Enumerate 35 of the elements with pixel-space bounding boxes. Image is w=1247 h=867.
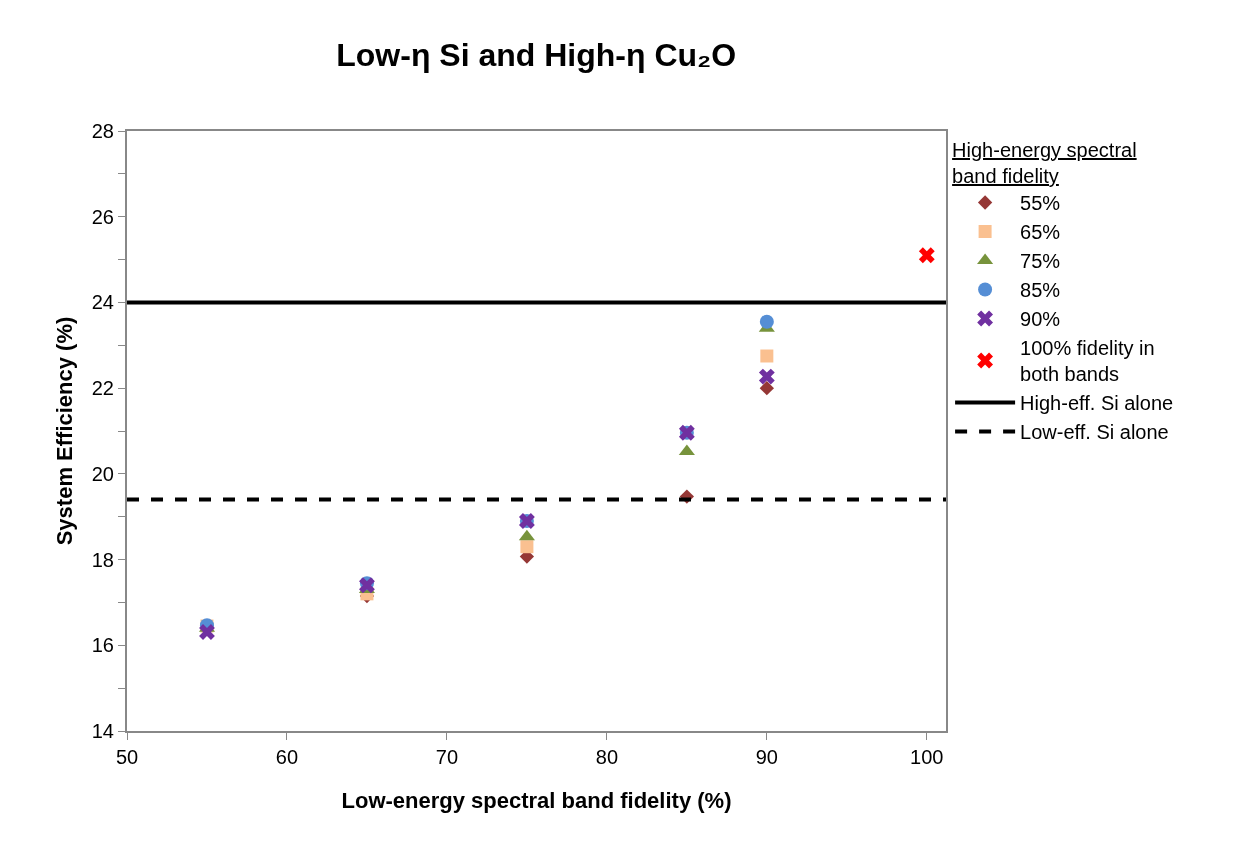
point [918,247,935,264]
chart-title: Low-η Si and High-η Cu₂O [336,36,737,73]
legend-label: High-eff. Si alone [1020,392,1174,415]
y-tick-label: 28 [91,120,114,142]
legend-label: 100% fidelity in both bands [1020,337,1155,386]
point [758,368,775,385]
x-axis-title: Low-energy spectral band fidelity (%) [341,788,732,813]
y-tick-label: 14 [91,720,114,742]
y-axis-title: System Efficiency (%) [52,316,77,546]
legend-label: 90% [1020,308,1061,331]
point [759,380,774,396]
y-tick-label: 20 [91,462,114,485]
legend-label: 75% [1020,250,1061,273]
legend-label: Low-eff. Si alone [1020,421,1169,444]
point [520,540,534,554]
x-tick-label: 70 [435,746,459,768]
y-tick-label: 26 [91,205,114,228]
x-tick-label: 80 [595,746,619,768]
point [760,349,774,363]
legend-label: 65% [1020,221,1061,244]
y-tick-label: 24 [91,291,114,314]
y-tick-label: 18 [91,548,114,571]
legend-title: High-energy spectral band fidelity [952,139,1137,187]
y-tick-label: 16 [91,634,114,657]
x-tick-label: 60 [275,746,299,768]
point [678,444,695,456]
legend-label: 55% [1020,192,1061,215]
point [199,624,215,640]
legend-label: 85% [1020,279,1061,302]
x-tick-label: 90 [755,746,778,768]
x-tick-label: 50 [115,746,139,768]
point [759,314,774,329]
point [518,529,535,541]
y-tick-label: 22 [91,377,114,400]
x-tick-label: 100 [910,746,944,768]
